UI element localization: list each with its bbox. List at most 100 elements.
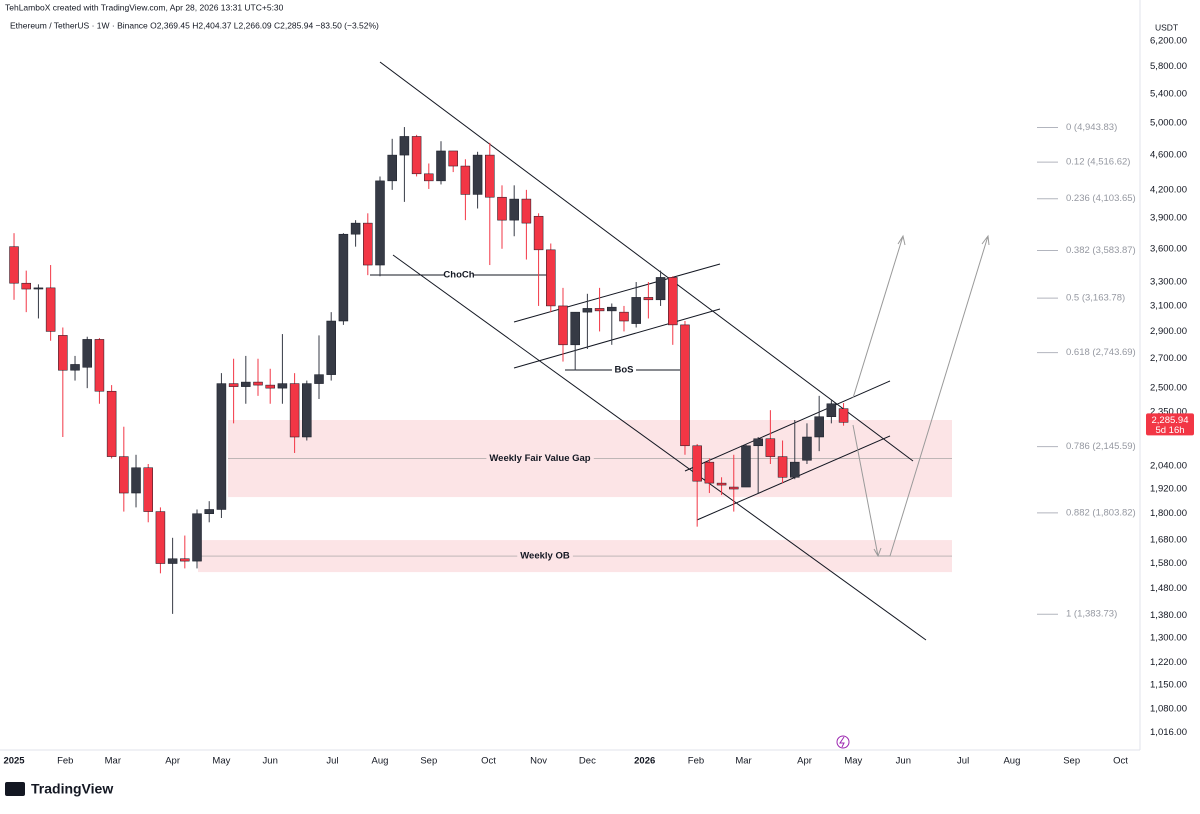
y-tick-label: 4,200.00 [1150,184,1187,195]
candle-body [180,558,190,562]
candle-body [741,445,751,488]
candle-body [509,198,519,221]
candle-body [228,383,239,387]
candle-body [302,383,312,438]
candle-body [289,383,300,438]
y-tick-label: 1,150.00 [1150,679,1187,690]
y-tick-label: 2,900.00 [1150,326,1187,337]
candle-body [155,511,166,564]
x-tick-label: Aug [1003,756,1020,767]
logo [5,782,25,796]
candle-body [58,335,68,371]
x-tick-label: Mar [735,756,751,767]
fib-label: 1 (1,383.73) [1066,609,1117,620]
projection-arrow [852,234,990,558]
trend-line [379,61,914,462]
y-tick-label: 5,800.00 [1150,61,1187,72]
fib-label: 0.236 (4,103.65) [1066,193,1136,204]
label-bg [517,549,573,563]
candle-body [777,456,788,478]
candle-body [472,154,483,195]
x-tick-label: Sep [420,756,437,767]
y-tick-label: 1,080.00 [1150,703,1187,714]
x-tick-label: Nov [530,756,547,767]
price-tag [1146,413,1194,436]
fib-label: 0.618 (2,743.69) [1066,347,1136,358]
candle-body [82,339,92,368]
candle-body [216,383,227,510]
candle-body [594,308,605,312]
candle-body [338,233,349,322]
candle-body [485,154,495,198]
x-tick-label: Jun [896,756,911,767]
candle-body [411,136,422,175]
y-tick-label: 4,600.00 [1150,150,1187,161]
candle-body [826,403,837,417]
candle-body [21,282,31,290]
fib-label: 0 (4,943.83) [1066,122,1117,133]
y-tick-label: 3,300.00 [1150,277,1187,288]
y-tick-label: 1,680.00 [1150,535,1187,546]
candle-body [802,436,812,461]
y-tick-label: 1,800.00 [1150,508,1187,519]
fib-label: 0.5 (3,163.78) [1066,293,1125,304]
author-line: TehLamboX created with TradingView.com, … [5,2,284,12]
brand: TradingView [31,781,113,797]
y-tick-label: 1,300.00 [1150,633,1187,644]
candle-body [619,311,629,322]
candle-body [387,154,397,182]
x-tick-label: Apr [797,756,812,767]
candle-body [582,308,593,313]
candle-body [546,249,556,307]
y-tick-label: 3,600.00 [1150,243,1187,254]
candle-body [94,339,105,392]
event-icon[interactable] [836,735,850,749]
x-tick-label: Oct [1113,756,1128,767]
candle-body [314,374,324,384]
y-tick-label: 1,380.00 [1150,610,1187,621]
candle-body [70,364,80,371]
candles [9,127,849,614]
y-tick-label: 1,480.00 [1150,583,1187,594]
countdown: 5d 16h [1155,425,1184,436]
candle-body [607,306,617,312]
x-tick-label: Aug [372,756,389,767]
candle-body [265,384,275,389]
x-tick-label: Jul [326,756,338,767]
currency: USDT [1155,22,1178,32]
y-tick-label: 1,920.00 [1150,484,1187,495]
candle-body [716,482,727,486]
candle-body [143,467,153,512]
candle-body [9,246,19,284]
y-tick-label: 3,100.00 [1150,300,1187,311]
y-tick-label: 5,400.00 [1150,88,1187,99]
candle-body [106,390,117,457]
x-tick-label: May [212,756,230,767]
trend-line [513,263,721,323]
y-tick-label: 1,220.00 [1150,657,1187,668]
candle-body [631,297,641,324]
x-tick-label: Sep [1063,756,1080,767]
candle-body [790,461,800,478]
fib-label: 0.12 (4,516.62) [1066,157,1130,168]
candle-body [375,180,385,266]
candle-body [680,324,690,447]
x-tick-label: May [844,756,862,767]
candle-body [814,416,824,438]
candle-body [192,513,202,562]
candle-body [436,150,446,182]
candle-body [668,277,678,326]
candle-body [399,136,410,156]
candle-body [167,558,178,564]
fib-label: 0.382 (3,583.87) [1066,245,1136,256]
x-tick-label: Feb [688,756,704,767]
candle-body [448,150,458,167]
projection-arrow [852,234,906,399]
label-bg [612,363,636,377]
y-tick-label: 6,200.00 [1150,36,1187,47]
y-tick-label: 2,700.00 [1150,353,1187,364]
trend-line [684,380,891,472]
price-label: 2,285.94 [1152,415,1189,426]
x-tick-label: Oct [481,756,496,767]
x-tick-label: 2025 [3,756,25,767]
